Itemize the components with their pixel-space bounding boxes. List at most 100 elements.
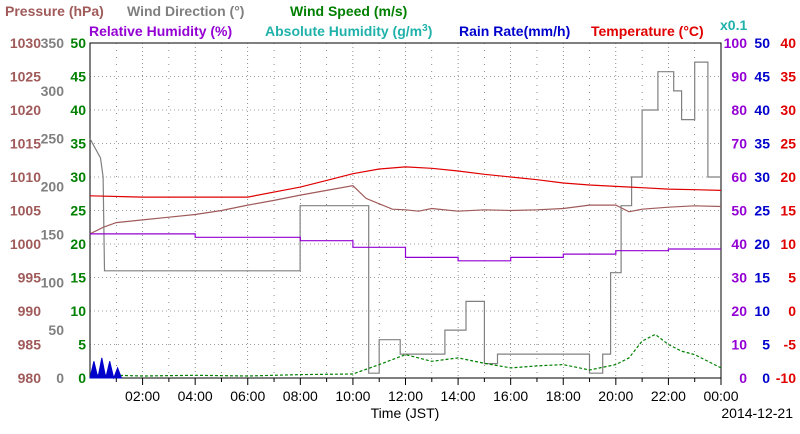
y-tick-temp: 40 xyxy=(780,35,796,51)
legend-pressure: Pressure (hPa) xyxy=(5,3,104,19)
y-tick-wind_speed: 5 xyxy=(78,337,86,353)
y-tick-temp: -10 xyxy=(776,370,796,386)
y-tick-pressure: 990 xyxy=(18,303,42,319)
plot-frame xyxy=(89,42,722,379)
legend-x01: x0.1 xyxy=(720,17,747,33)
y-tick-temp: 30 xyxy=(780,102,796,118)
y-tick-temp: 10 xyxy=(780,236,796,252)
y-tick-wind_dir: 250 xyxy=(41,131,65,147)
y-tick-wind_speed: 35 xyxy=(70,136,86,152)
y-tick-wind_dir: 50 xyxy=(48,322,64,338)
x-tick-label: 02:00 xyxy=(125,388,160,404)
y-tick-wind_speed: 20 xyxy=(70,236,86,252)
y-tick-rain: 40 xyxy=(754,102,770,118)
y-tick-temp: -5 xyxy=(784,337,797,353)
y-tick-wind_speed: 45 xyxy=(70,69,86,85)
y-tick-rain: 45 xyxy=(754,69,770,85)
y-tick-temp: 5 xyxy=(788,270,796,286)
legend-rain-rate: Rain Rate(mm/h) xyxy=(459,23,570,39)
y-tick-wind_speed: 10 xyxy=(70,303,86,319)
x-tick-label: 04:00 xyxy=(178,388,213,404)
x-tick-label: 12:00 xyxy=(388,388,423,404)
y-tick-rain: 0 xyxy=(762,370,770,386)
y-tick-pressure: 1000 xyxy=(10,236,41,252)
legend-ah-sup: 3 xyxy=(422,23,428,34)
y-tick-wind_speed: 25 xyxy=(70,203,86,219)
y-tick-rh: 50 xyxy=(731,203,747,219)
y-tick-wind_dir: 150 xyxy=(41,226,65,242)
y-tick-rain: 50 xyxy=(754,35,770,51)
y-tick-pressure: 1025 xyxy=(10,69,41,85)
x-tick-label: 20:00 xyxy=(598,388,633,404)
legend-header: Pressure (hPa) Wind Direction (°) Wind S… xyxy=(5,3,747,39)
legend-ah-main: Absolute Humidity (g/m xyxy=(265,23,422,39)
y-tick-rh: 60 xyxy=(731,169,747,185)
y-tick-temp: 20 xyxy=(780,169,796,185)
y-tick-rh: 90 xyxy=(731,69,747,85)
series-layer xyxy=(89,61,722,380)
y-tick-rh: 80 xyxy=(731,102,747,118)
y-tick-wind_dir: 0 xyxy=(56,370,64,386)
y-tick-wind_speed: 50 xyxy=(70,35,86,51)
y-tick-wind_speed: 30 xyxy=(70,169,86,185)
y-tick-rain: 20 xyxy=(754,236,770,252)
x-tick-label: 00:00 xyxy=(703,388,738,404)
y-tick-rain: 35 xyxy=(754,136,770,152)
x-axis: 02:00 04:00 06:00 08:00 10:00 12:00 14:00 16:00… xyxy=(115,378,739,404)
y-tick-rh: 70 xyxy=(731,136,747,152)
y-tick-rh: 0 xyxy=(739,370,747,386)
plot-area xyxy=(89,42,722,380)
legend-wind-speed: Wind Speed (m/s) xyxy=(290,3,407,19)
y-tick-pressure: 995 xyxy=(18,270,42,286)
x-tick-label: 06:00 xyxy=(230,388,265,404)
y-tick-wind_dir: 200 xyxy=(41,179,65,195)
y-tick-wind_dir: 100 xyxy=(41,274,65,290)
y-tick-rain: 30 xyxy=(754,169,770,185)
y-tick-pressure: 985 xyxy=(18,337,42,353)
y-tick-temp: 35 xyxy=(780,69,796,85)
y-tick-temp: 0 xyxy=(788,303,796,319)
y-tick-pressure: 1015 xyxy=(10,136,41,152)
x-tick-label: 16:00 xyxy=(493,388,528,404)
date-label: 2014-12-21 xyxy=(721,405,793,421)
y-tick-wind_speed: 40 xyxy=(70,102,86,118)
legend-temperature: Temperature (°C) xyxy=(591,23,704,39)
legend-wind-direction: Wind Direction (°) xyxy=(127,3,244,19)
y-tick-pressure: 1030 xyxy=(10,35,41,51)
y-tick-pressure: 1010 xyxy=(10,169,41,185)
y-tick-rain: 15 xyxy=(754,270,770,286)
legend-ah-close: ) xyxy=(428,23,433,39)
y-axes: 1030102510201015101010051000995990985980… xyxy=(10,35,796,386)
x-tick-label: 10:00 xyxy=(335,388,370,404)
y-tick-rain: 25 xyxy=(754,203,770,219)
y-tick-temp: 25 xyxy=(780,136,796,152)
y-tick-wind_dir: 300 xyxy=(41,83,65,99)
y-tick-rh: 10 xyxy=(731,337,747,353)
x-tick-label: 22:00 xyxy=(651,388,686,404)
x-tick-label: 14:00 xyxy=(441,388,476,404)
y-tick-rh: 100 xyxy=(724,35,748,51)
legend-absolute-humidity: Absolute Humidity (g/m3) xyxy=(265,23,432,39)
legend-relative-humidity: Relative Humidity (%) xyxy=(89,23,232,39)
x-axis-label: Time (JST) xyxy=(371,405,440,421)
y-tick-rh: 30 xyxy=(731,270,747,286)
x-tick-label: 08:00 xyxy=(283,388,318,404)
series-wind-speed-m-s xyxy=(89,333,722,377)
y-tick-temp: 15 xyxy=(780,203,796,219)
y-tick-rain: 10 xyxy=(754,303,770,319)
x-tick-label: 18:00 xyxy=(546,388,581,404)
series-wind-direction xyxy=(89,61,721,374)
y-tick-wind_speed: 0 xyxy=(78,370,86,386)
y-tick-pressure: 1005 xyxy=(10,203,41,219)
y-tick-rain: 5 xyxy=(762,337,770,353)
series-temperature-c xyxy=(89,166,722,198)
y-tick-pressure: 980 xyxy=(18,370,42,386)
y-tick-pressure: 1020 xyxy=(10,102,41,118)
y-tick-rh: 40 xyxy=(731,236,747,252)
series-rain-rate xyxy=(89,357,122,380)
series-pressure-hpa xyxy=(89,185,722,235)
y-tick-wind_dir: 350 xyxy=(41,35,65,51)
y-tick-wind_speed: 15 xyxy=(70,270,86,286)
y-tick-rh: 20 xyxy=(731,303,747,319)
